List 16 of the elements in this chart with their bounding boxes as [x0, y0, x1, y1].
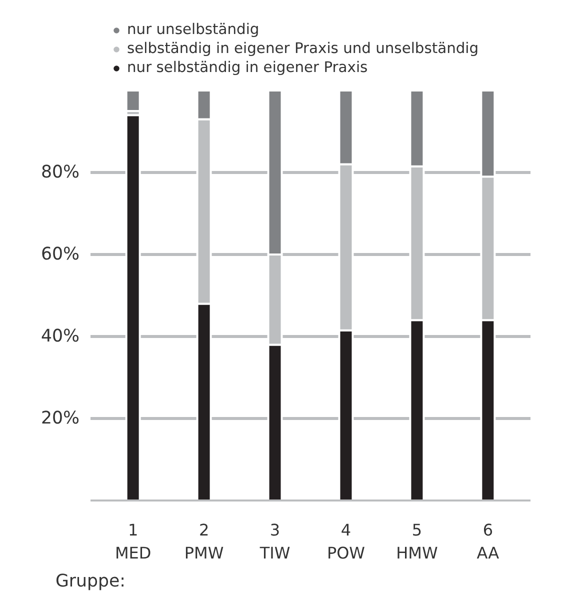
x-tick-label: 3 TIW [258, 520, 290, 562]
x-axis-title: Gruppe: [55, 572, 126, 592]
bar [125, 114, 141, 500]
y-tick-label: 60% [40, 244, 80, 264]
legend-label: nur unselbständig [127, 21, 260, 38]
legend-label: nur selbständig in eigener Praxis [127, 59, 368, 76]
x-tick-label: 6 AA [476, 520, 500, 562]
y-tick-label: 20% [40, 408, 80, 428]
x-tick-label: 1 MED [114, 520, 152, 562]
y-tick-label: 80% [40, 162, 80, 182]
bar [125, 90, 141, 112]
legend-label: selbständig in eigener Praxis und unselbständig [127, 40, 479, 57]
y-tick-label: 40% [40, 326, 80, 346]
x-tick-label: 5 HMW [396, 520, 438, 562]
x-tick-label: 2 PMW [184, 520, 224, 562]
x-tick-label: 4 POW [326, 520, 366, 562]
